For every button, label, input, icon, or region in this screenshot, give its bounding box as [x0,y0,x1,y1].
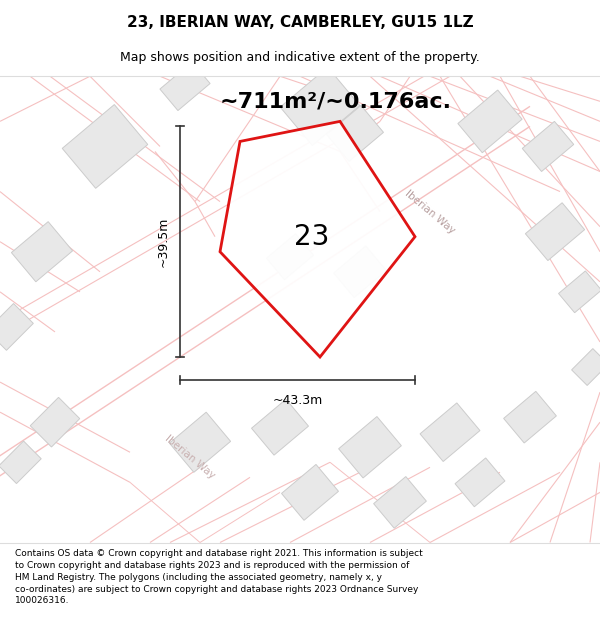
Polygon shape [30,398,80,447]
Text: Contains OS data © Crown copyright and database right 2021. This information is : Contains OS data © Crown copyright and d… [15,549,423,605]
Text: ~39.5m: ~39.5m [157,216,170,267]
Polygon shape [559,271,600,312]
Text: ~43.3m: ~43.3m [272,394,323,407]
Polygon shape [374,477,427,528]
Polygon shape [326,106,383,161]
Text: 23, IBERIAN WAY, CAMBERLEY, GU15 1LZ: 23, IBERIAN WAY, CAMBERLEY, GU15 1LZ [127,16,473,31]
Polygon shape [334,246,386,298]
Polygon shape [266,234,314,280]
Polygon shape [169,412,230,472]
Polygon shape [526,202,584,261]
Polygon shape [62,104,148,188]
Polygon shape [458,90,522,152]
Text: Map shows position and indicative extent of the property.: Map shows position and indicative extent… [120,51,480,64]
Polygon shape [572,349,600,386]
Polygon shape [11,222,73,282]
Polygon shape [522,121,574,171]
Polygon shape [0,304,34,351]
Polygon shape [420,403,480,461]
Polygon shape [281,464,338,520]
Polygon shape [160,62,210,111]
Text: 23: 23 [295,222,329,251]
Polygon shape [338,416,401,478]
Polygon shape [0,441,41,484]
Text: ~711m²/~0.176ac.: ~711m²/~0.176ac. [220,91,452,111]
Polygon shape [455,458,505,507]
Polygon shape [503,391,556,443]
Polygon shape [220,121,415,357]
Text: Iberian Way: Iberian Way [403,188,457,235]
Text: Iberian Way: Iberian Way [163,434,217,481]
Polygon shape [251,399,308,455]
Polygon shape [280,67,360,146]
